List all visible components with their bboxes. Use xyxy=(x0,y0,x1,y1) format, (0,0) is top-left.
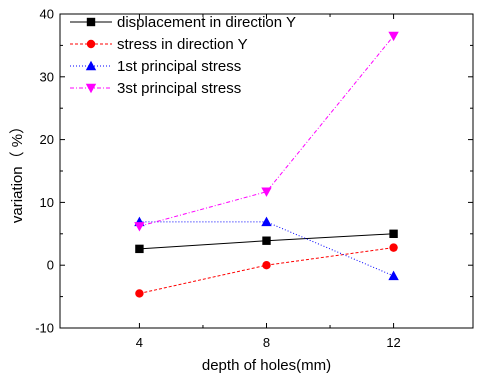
legend-marker xyxy=(86,39,96,49)
data-point-3st-principal-stress xyxy=(134,222,145,232)
series-line-stress-in-direction-y xyxy=(139,247,394,294)
series-3st-principal-stress xyxy=(134,31,399,232)
y-tick-label: 30 xyxy=(40,69,54,84)
data-point-displacement-in-direction-y xyxy=(135,244,144,254)
y-axis-title: variation（ %） xyxy=(9,119,26,223)
x-axis-title: depth of holes(mm) xyxy=(202,357,331,374)
y-tick-label: -10 xyxy=(35,321,54,336)
series-line-1st-principal-stress xyxy=(139,221,394,277)
series-stress-in-direction-y xyxy=(135,243,398,298)
data-point-stress-in-direction-y xyxy=(389,243,398,252)
legend-label: stress in direction Y xyxy=(117,36,248,53)
data-point-stress-in-direction-y xyxy=(135,289,144,298)
data-point-displacement-in-direction-y xyxy=(389,229,398,238)
x-tick-label: 12 xyxy=(386,335,400,350)
series-1st-principal-stress xyxy=(134,216,399,281)
data-point-stress-in-direction-y xyxy=(262,261,271,270)
legend-item: 1st principal stress xyxy=(70,58,241,75)
y-tick-label: 20 xyxy=(40,132,54,147)
data-point-3st-principal-stress xyxy=(388,31,399,42)
data-point-1st-principal-stress xyxy=(388,270,399,281)
series-displacement-in-direction-y xyxy=(135,229,398,254)
x-axis: 4 8 12 xyxy=(136,14,401,350)
legend-item: displacement in direction Y xyxy=(70,14,296,31)
legend: displacement in direction Y stress in dir… xyxy=(70,14,296,97)
legend-label: 1st principal stress xyxy=(117,58,241,75)
legend-label: 3st principal stress xyxy=(117,80,241,97)
x-tick-label: 4 xyxy=(136,335,143,350)
legend-item: stress in direction Y xyxy=(70,36,248,53)
y-tick-label: 40 xyxy=(40,7,54,22)
y-tick-label: 10 xyxy=(40,195,54,210)
y-tick-label: 0 xyxy=(47,258,54,273)
x-tick-label: 8 xyxy=(263,335,270,350)
legend-marker xyxy=(85,60,97,71)
legend-marker xyxy=(86,17,96,27)
legend-item: 3st principal stress xyxy=(70,80,241,97)
data-point-3st-principal-stress xyxy=(261,187,272,197)
series-layer xyxy=(134,31,399,298)
legend-label: displacement in direction Y xyxy=(117,14,296,31)
legend-marker xyxy=(85,83,97,94)
data-point-1st-principal-stress xyxy=(261,216,272,227)
y-axis: -10 0 10 20 30 40 xyxy=(35,7,473,336)
data-point-displacement-in-direction-y xyxy=(262,236,271,245)
